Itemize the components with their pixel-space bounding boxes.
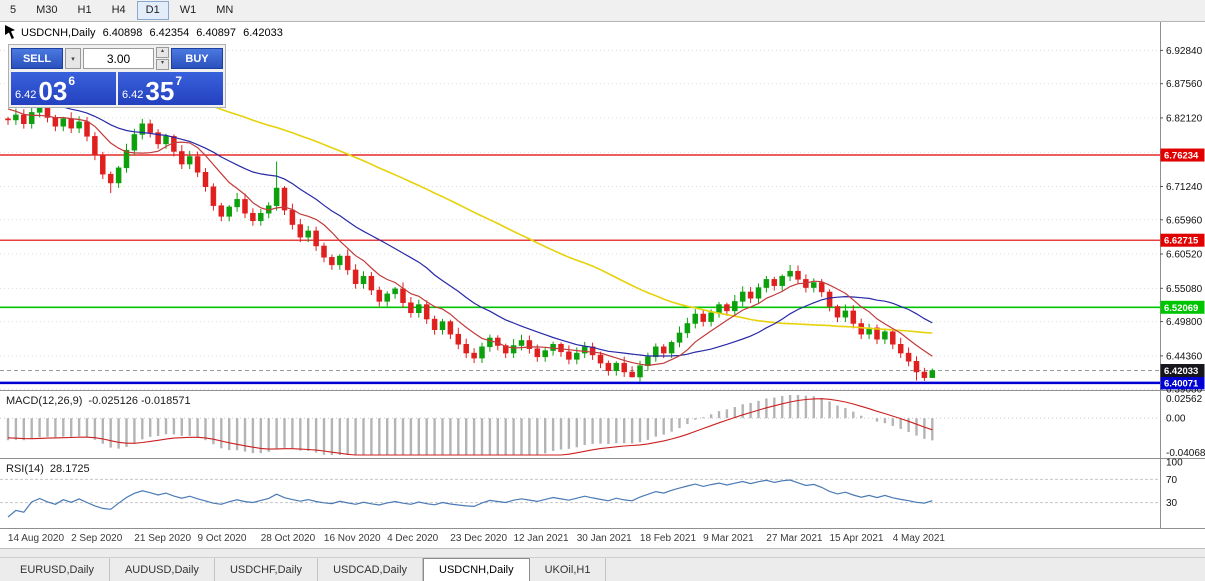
rsi-name: RSI(14) (6, 463, 44, 475)
level-lines[interactable] (0, 154, 1160, 385)
tab-usdcad-daily[interactable]: USDCAD,Daily (318, 558, 424, 581)
svg-text:6.52069: 6.52069 (1164, 303, 1198, 314)
svg-text:6.60520: 6.60520 (1166, 250, 1203, 261)
timeframe-button-w1[interactable]: W1 (179, 4, 197, 16)
svg-text:70: 70 (1166, 475, 1178, 486)
svg-text:100: 100 (1166, 458, 1183, 469)
rsi-pane (0, 478, 1160, 518)
buy-price-prefix: 6.42 (122, 89, 144, 101)
macd-values: -0.025126 -0.018571 (88, 395, 191, 407)
chart-tabs: EURUSD,Daily AUDUSD,Daily USDCHF,Daily USDC… (0, 557, 1205, 581)
volume-input[interactable] (83, 48, 154, 69)
svg-text:6.39080: 6.39080 (1166, 385, 1203, 396)
svg-text:4 May 2021: 4 May 2021 (893, 533, 946, 544)
timeframe-button-mn[interactable]: MN (216, 4, 234, 16)
svg-text:6.82120: 6.82120 (1166, 113, 1203, 124)
cursor-icon (5, 25, 15, 39)
svg-text:6.65960: 6.65960 (1166, 215, 1203, 226)
svg-text:6.42033: 6.42033 (1164, 366, 1198, 377)
svg-text:2 Sep 2020: 2 Sep 2020 (71, 533, 123, 544)
timeframe-toolbar: 5 M30 H1 H4 D1 W1 MN (0, 0, 1205, 22)
chart-low: 6.40897 (196, 27, 237, 39)
price-grid (0, 49, 1160, 390)
svg-text:4 Dec 2020: 4 Dec 2020 (387, 533, 439, 544)
pane-borders[interactable] (0, 22, 1205, 529)
moving-averages (7, 90, 933, 367)
buy-price-point: 7 (175, 74, 183, 88)
tab-usdchf-daily[interactable]: USDCHF,Daily (215, 558, 319, 581)
tabbar-gap (0, 548, 1205, 558)
svg-text:-0.04068: -0.04068 (1166, 448, 1205, 459)
chart-window: 6.928406.875606.821206.766806.712406.659… (0, 22, 1205, 548)
sell-price-prefix: 6.42 (15, 89, 37, 101)
svg-text:6.76234: 6.76234 (1164, 151, 1199, 162)
timeframe-button-5[interactable]: 5 (10, 4, 17, 16)
timeframe-button-m30[interactable]: M30 (36, 4, 58, 16)
tab-ukoil-h1[interactable]: UKOil,H1 (530, 558, 607, 581)
svg-text:30: 30 (1166, 498, 1178, 509)
macd-label: MACD(12,26,9) -0.025126 -0.018571 (6, 395, 197, 407)
svg-text:14 Aug 2020: 14 Aug 2020 (8, 533, 65, 544)
tab-usdcnh-daily[interactable]: USDCNH,Daily (423, 558, 530, 581)
volume-dropdown-button[interactable]: ▾ (65, 48, 81, 69)
sell-price-display[interactable]: 6.42 03 6 (11, 72, 116, 105)
svg-text:6.44360: 6.44360 (1166, 351, 1203, 362)
sell-button[interactable]: SELL (11, 48, 63, 69)
chart-open: 6.40898 (102, 27, 143, 39)
timeframe-button-h1[interactable]: H1 (77, 4, 92, 16)
buy-price-display[interactable]: 6.42 35 7 (118, 72, 223, 105)
macd-pane (0, 395, 1160, 456)
svg-text:6.71240: 6.71240 (1166, 182, 1203, 193)
svg-text:6.87560: 6.87560 (1166, 79, 1203, 90)
svg-text:6.40071: 6.40071 (1164, 378, 1199, 389)
svg-text:21 Sep 2020: 21 Sep 2020 (134, 533, 191, 544)
svg-text:30 Jan 2021: 30 Jan 2021 (577, 533, 632, 544)
svg-text:15 Apr 2021: 15 Apr 2021 (830, 533, 884, 544)
chart-title: USDCNH,Daily 6.40898 6.42354 6.40897 6.4… (21, 27, 287, 39)
macd-name: MACD(12,26,9) (6, 395, 83, 407)
one-click-trading-panel: SELL ▾ ▴ ▾ BUY 6.42 03 6 6.42 35 7 (8, 44, 226, 108)
svg-text:6.92840: 6.92840 (1166, 46, 1203, 57)
chevron-down-icon: ▾ (71, 55, 75, 63)
tab-eurusd-daily[interactable]: EURUSD,Daily (5, 558, 110, 581)
buy-button[interactable]: BUY (171, 48, 223, 69)
svg-text:9 Mar 2021: 9 Mar 2021 (703, 533, 754, 544)
volume-decrease-button[interactable]: ▾ (156, 59, 169, 70)
timeframe-button-d1[interactable]: D1 (136, 1, 169, 20)
svg-text:16 Nov 2020: 16 Nov 2020 (324, 533, 381, 544)
volume-stepper: ▴ ▾ (156, 47, 169, 70)
timeframe-button-h4[interactable]: H4 (111, 4, 126, 16)
chart-high: 6.42354 (149, 27, 190, 39)
sell-price-pips: 03 (38, 76, 68, 106)
svg-text:0.02562: 0.02562 (1166, 394, 1203, 405)
svg-text:6.55080: 6.55080 (1166, 284, 1203, 295)
svg-text:12 Jan 2021: 12 Jan 2021 (514, 533, 569, 544)
svg-text:0.00: 0.00 (1166, 414, 1186, 425)
svg-text:23 Dec 2020: 23 Dec 2020 (450, 533, 507, 544)
buy-price-pips: 35 (145, 76, 175, 106)
chart-close: 6.42033 (243, 27, 283, 39)
svg-text:27 Mar 2021: 27 Mar 2021 (766, 533, 823, 544)
sell-price-point: 6 (68, 74, 76, 88)
tab-audusd-daily[interactable]: AUDUSD,Daily (110, 558, 215, 581)
svg-text:6.62715: 6.62715 (1164, 236, 1199, 247)
svg-text:6.49800: 6.49800 (1166, 317, 1203, 328)
volume-increase-button[interactable]: ▴ (156, 47, 169, 58)
date-axis[interactable]: 14 Aug 2020 2 Sep 2020 21 Sep 2020 9 Oct 20… (8, 533, 945, 544)
svg-text:9 Oct 2020: 9 Oct 2020 (198, 533, 247, 544)
chart-symbol-period: USDCNH,Daily (21, 27, 96, 39)
rsi-value: 28.1725 (49, 463, 90, 475)
rsi-label: RSI(14) 28.1725 (6, 463, 96, 475)
svg-text:18 Feb 2021: 18 Feb 2021 (640, 533, 697, 544)
svg-text:28 Oct 2020: 28 Oct 2020 (261, 533, 316, 544)
price-axis[interactable]: 6.928406.875606.821206.766806.712406.659… (1160, 46, 1205, 509)
chart-canvas[interactable]: 6.928406.875606.821206.766806.712406.659… (0, 22, 1205, 548)
